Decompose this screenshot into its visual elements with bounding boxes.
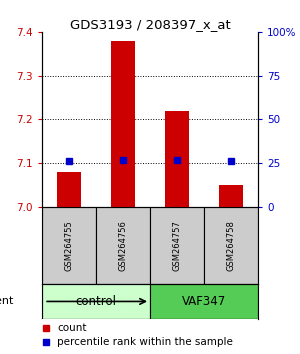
Bar xyxy=(111,41,135,207)
Bar xyxy=(42,207,96,284)
Bar xyxy=(150,284,258,319)
Text: GSM264758: GSM264758 xyxy=(226,220,236,271)
Bar xyxy=(57,172,81,207)
Text: GSM264757: GSM264757 xyxy=(172,220,182,271)
Text: percentile rank within the sample: percentile rank within the sample xyxy=(57,337,233,347)
Text: GSM264756: GSM264756 xyxy=(118,220,127,271)
Bar xyxy=(204,207,258,284)
Text: GSM264755: GSM264755 xyxy=(64,220,74,271)
Bar xyxy=(42,284,150,319)
Bar xyxy=(219,185,243,207)
Text: VAF347: VAF347 xyxy=(182,295,226,308)
Bar xyxy=(165,111,189,207)
Text: count: count xyxy=(57,323,87,333)
Title: GDS3193 / 208397_x_at: GDS3193 / 208397_x_at xyxy=(70,18,230,31)
Bar xyxy=(96,207,150,284)
Text: agent: agent xyxy=(0,296,14,307)
Text: control: control xyxy=(76,295,116,308)
Bar xyxy=(150,207,204,284)
